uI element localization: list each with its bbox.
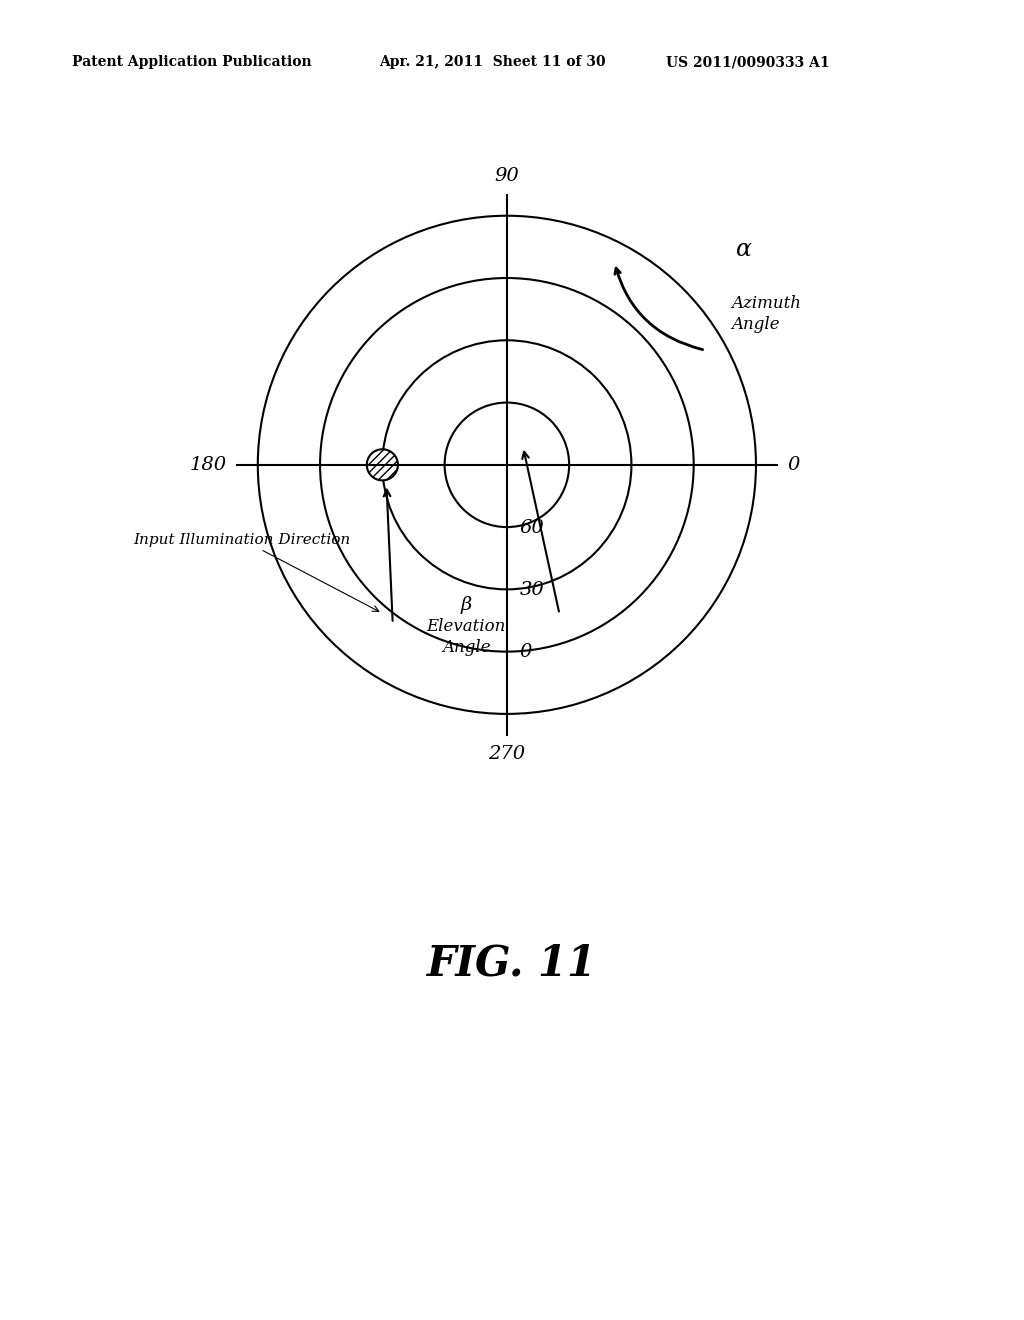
Text: 30: 30 <box>519 581 544 599</box>
Text: 270: 270 <box>488 744 525 763</box>
Text: US 2011/0090333 A1: US 2011/0090333 A1 <box>666 55 829 70</box>
Text: 0: 0 <box>519 643 531 661</box>
Text: Patent Application Publication: Patent Application Publication <box>72 55 311 70</box>
Text: 180: 180 <box>189 455 226 474</box>
Text: 60: 60 <box>519 519 544 537</box>
Text: FIG. 11: FIG. 11 <box>427 942 597 985</box>
Text: α: α <box>736 238 752 260</box>
Text: Apr. 21, 2011  Sheet 11 of 30: Apr. 21, 2011 Sheet 11 of 30 <box>379 55 605 70</box>
Text: Azimuth
Angle: Azimuth Angle <box>731 296 801 334</box>
Text: Input Illumination Direction: Input Illumination Direction <box>133 532 379 611</box>
Text: 0: 0 <box>787 455 800 474</box>
Circle shape <box>367 449 398 480</box>
Text: β: β <box>461 595 472 614</box>
Text: Elevation
Angle: Elevation Angle <box>426 618 506 656</box>
Text: 90: 90 <box>495 166 519 185</box>
